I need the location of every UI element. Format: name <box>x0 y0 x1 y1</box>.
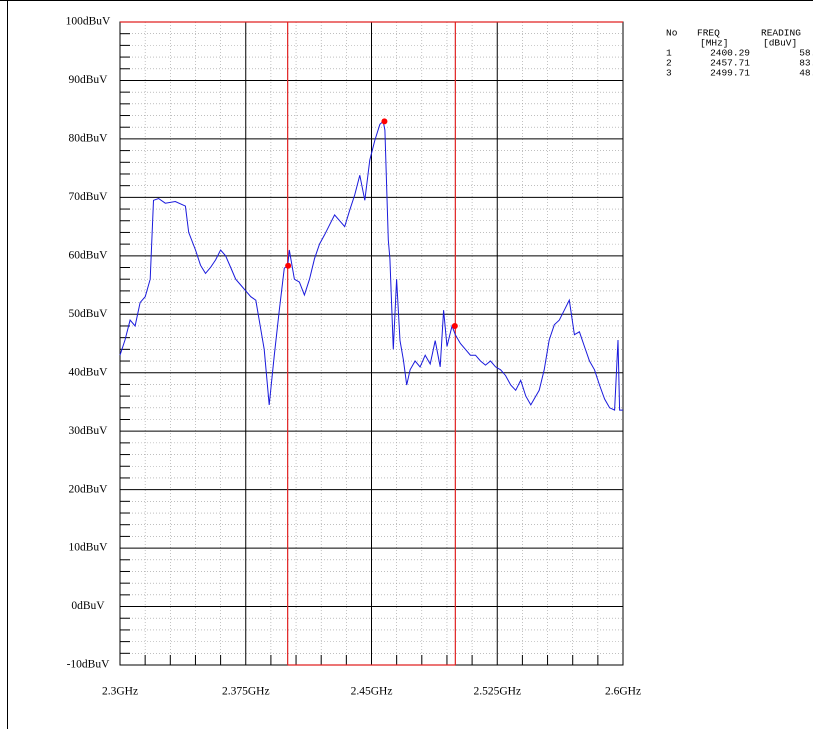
y-tick-label: 10dBuV <box>69 542 109 554</box>
table-cell: 58.3 <box>799 48 813 59</box>
x-tick-label: 2.45GHz <box>351 686 393 698</box>
y-tick-label: 20dBuV <box>69 483 109 495</box>
table-unit: [MHz] <box>700 38 729 49</box>
table-cell: 2 <box>666 58 672 69</box>
y-tick-label: 40dBuV <box>69 366 109 378</box>
x-tick-label: 2.3GHz <box>102 686 138 698</box>
y-tick-label: 60dBuV <box>69 249 109 261</box>
y-tick-label: 70dBuV <box>69 191 109 203</box>
table-cell: 2499.71 <box>710 68 750 79</box>
table-header: FREQ <box>697 28 720 39</box>
y-tick-label: 50dBuV <box>69 308 109 320</box>
table-cell: 83.0 <box>799 58 813 69</box>
table-cell: 48.0 <box>799 68 813 79</box>
marker-point <box>285 262 292 269</box>
table-cell: 3 <box>666 68 672 79</box>
y-tick-label: 0dBuV <box>71 600 105 612</box>
marker-point <box>381 118 388 125</box>
trace <box>119 120 623 411</box>
y-tick-label: -10dBuV <box>67 659 111 671</box>
x-tick-label: 2.6GHz <box>605 686 641 698</box>
table-header: No <box>666 28 678 39</box>
x-tick-label: 2.525GHz <box>473 686 521 698</box>
table-cell: 2457.71 <box>710 58 750 69</box>
y-tick-label: 30dBuV <box>69 425 109 437</box>
table-header: READING <box>761 28 801 39</box>
x-tick-label: 2.375GHz <box>222 686 270 698</box>
y-tick-label: 100dBuV <box>66 16 111 28</box>
table-cell: 2400.29 <box>710 48 750 59</box>
table-unit: [dBuV] <box>763 38 797 49</box>
table-cell: 1 <box>666 48 672 59</box>
y-tick-label: 90dBuV <box>69 74 109 86</box>
y-tick-label: 80dBuV <box>69 133 109 145</box>
marker-point <box>451 322 458 329</box>
